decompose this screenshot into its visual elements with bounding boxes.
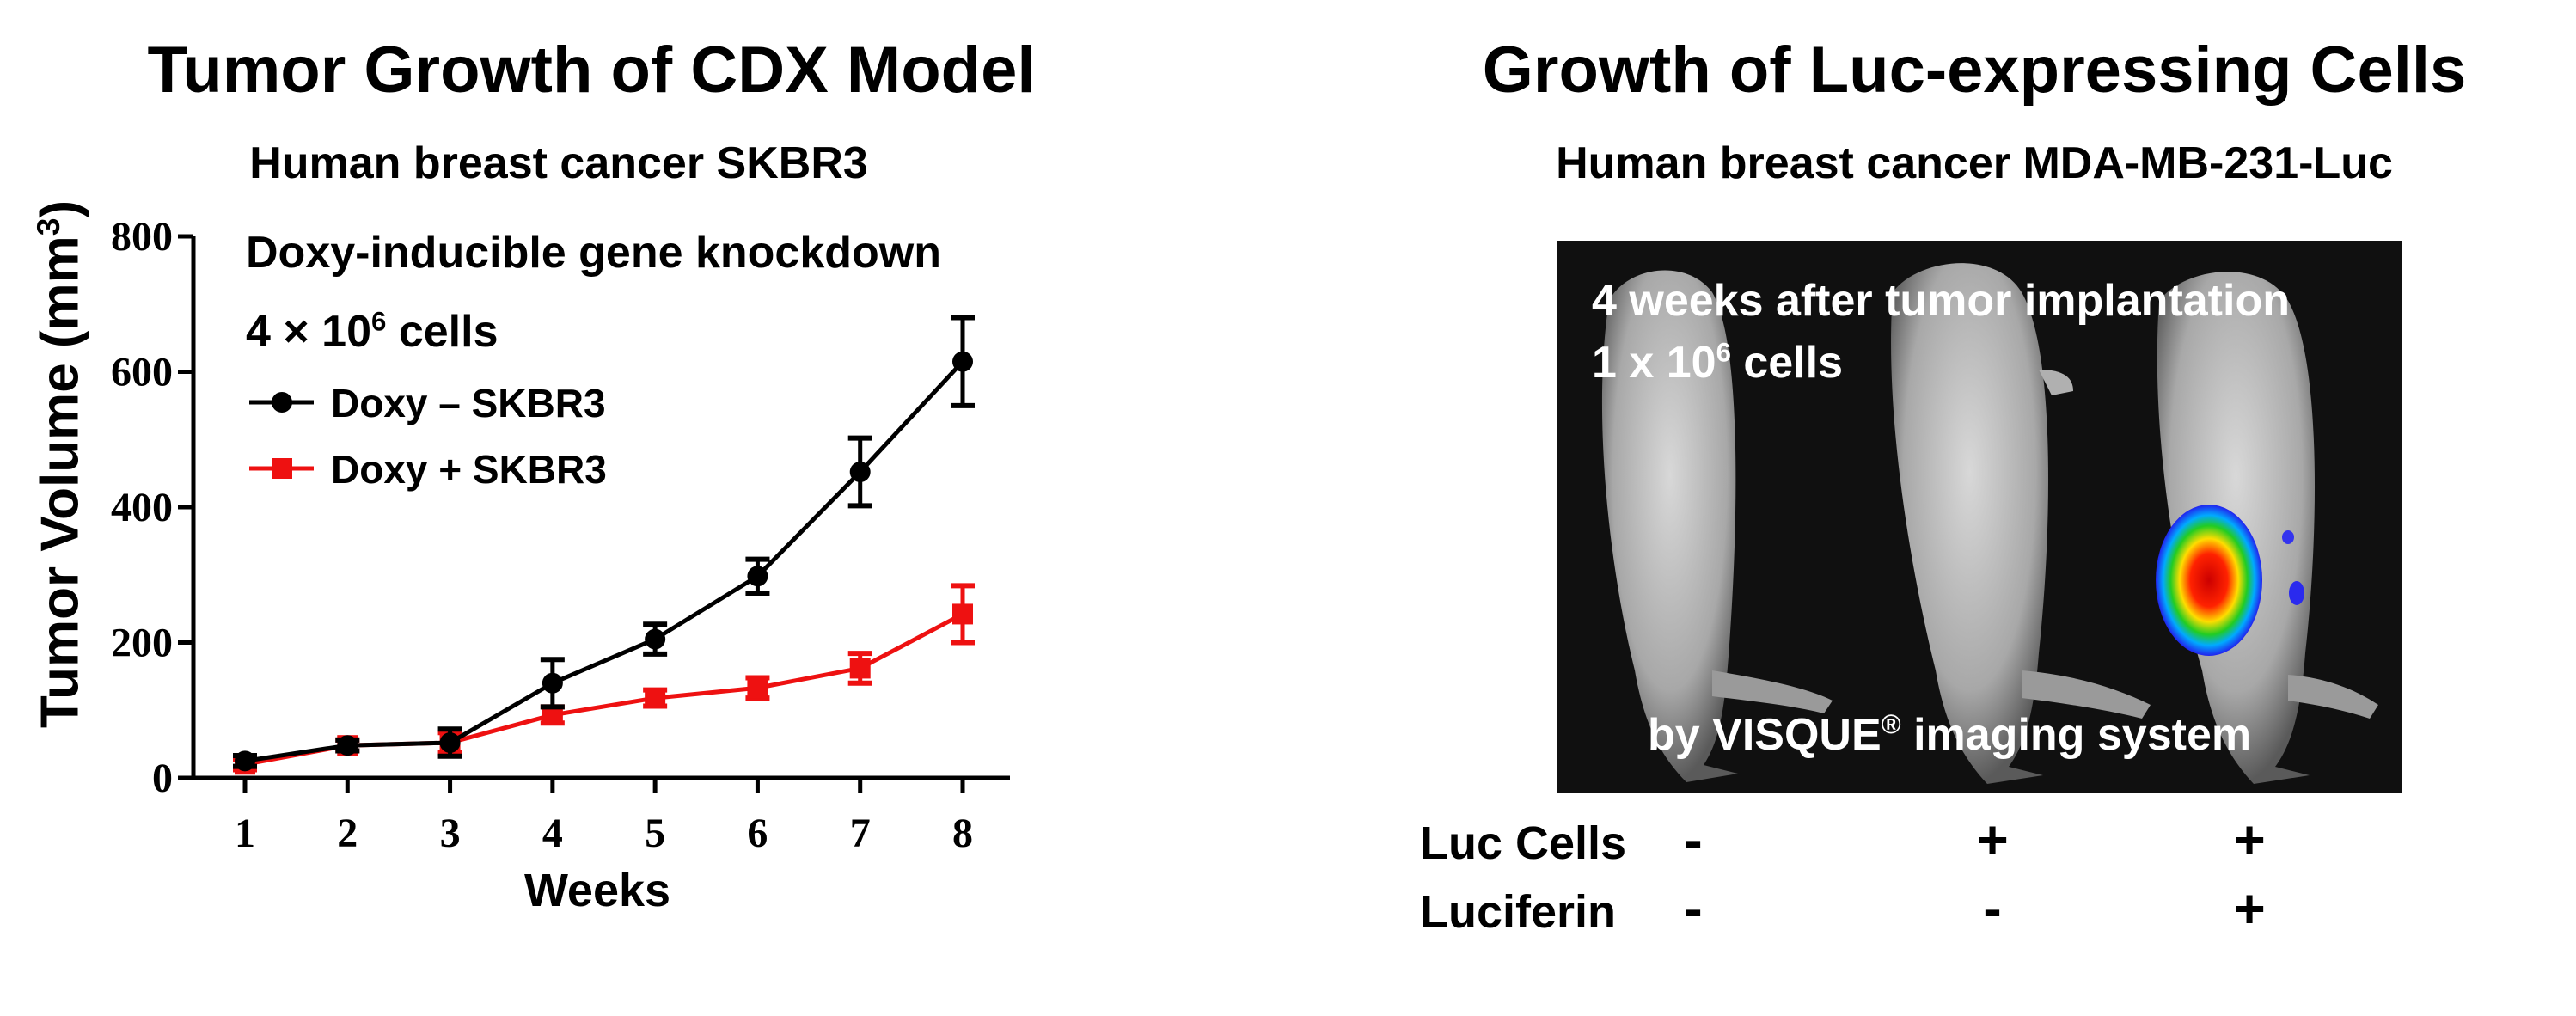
legend-marker-0: [272, 392, 292, 413]
y-axis-title: Tumor Volume (mm3): [30, 200, 91, 728]
image-caption-cells: 1 x 106 cells: [1592, 337, 1843, 389]
chart-axes: 0 200 400 600 800 1 2 3 4 5 6 7 8: [111, 214, 1010, 856]
y-axis-title-superscript: 3: [29, 217, 66, 236]
left-chart-subtitle: Human breast cancer SKBR3: [249, 138, 868, 188]
y-tick-label-800: 800: [111, 214, 173, 260]
y-tick-label-200: 200: [111, 621, 173, 666]
chart-series-layer: [233, 315, 975, 775]
image-caption-time: 4 weeks after tumor implantation: [1592, 276, 2290, 326]
x-tick-label-2: 2: [337, 811, 358, 856]
point-0-1: [337, 735, 358, 756]
luminescence-spot-top: [2282, 530, 2294, 544]
point-0-5: [747, 566, 768, 587]
image-system-superscript: ®: [1881, 709, 1901, 740]
x-tick-label-5: 5: [645, 811, 665, 856]
point-1-7: [952, 603, 973, 625]
legend-label-1: Doxy + SKBR3: [331, 447, 607, 492]
image-cells-suffix: cells: [1730, 338, 1844, 388]
cell-count-suffix: cells: [386, 307, 499, 357]
point-0-6: [849, 462, 871, 483]
mouse-3-leg: [2288, 675, 2378, 719]
mouse-1: [1601, 270, 1738, 782]
cell-count-prefix: 4 × 10: [246, 307, 372, 357]
x-tick-label-7: 7: [850, 811, 871, 856]
cell-count-superscript: 6: [371, 306, 387, 337]
point-1-4: [645, 688, 666, 709]
legend-marker-1: [272, 458, 292, 479]
mouse-2-leg: [2022, 670, 2151, 719]
y-axis-title-text: Tumor Volume (mm: [30, 236, 90, 729]
y-tick-label-400: 400: [111, 485, 173, 530]
image-system-prefix: by VISQUE: [1648, 710, 1882, 760]
point-1-6: [849, 658, 871, 679]
row-label-luc-cells: Luc Cells: [1420, 817, 1627, 869]
tumor-growth-chart: 0 200 400 600 800 1 2 3 4 5 6 7 8 Doxy – SKBR3 Doxy +…: [111, 214, 1010, 856]
x-tick-label-4: 4: [542, 811, 563, 856]
x-tick-label-3: 3: [440, 811, 461, 856]
image-cells-superscript: 6: [1716, 337, 1731, 368]
bioluminescence-image: 4 weeks after tumor implantation 1 x 106…: [1557, 241, 2402, 793]
image-caption-system: by VISQUE® imaging system: [1648, 709, 2251, 761]
series-line-0: [244, 359, 964, 763]
point-0-3: [542, 672, 563, 694]
chart-annotation-knockdown: Doxy-inducible gene knockdown: [246, 228, 941, 278]
series-0: [233, 315, 975, 772]
chart-legend: Doxy – SKBR3 Doxy + SKBR3: [249, 381, 607, 492]
sign-luciferin-mouse-1: -: [1684, 878, 1703, 939]
image-cells-prefix: 1 x 10: [1592, 338, 1716, 388]
point-0-7: [952, 351, 973, 372]
mouse-2: [1891, 263, 2049, 784]
luminescence-signal: [2156, 505, 2262, 656]
right-panel-title: Growth of Luc-expressing Cells: [1482, 34, 2467, 107]
mice-illustration: [1601, 263, 2378, 784]
mouse-2-forelimb: [2039, 370, 2073, 395]
y-tick-label-600: 600: [111, 350, 173, 395]
y-axis-title-close: ): [30, 199, 90, 218]
y-tick-label-0: 0: [152, 756, 173, 801]
point-0-0: [235, 750, 255, 772]
legend-label-0: Doxy – SKBR3: [331, 381, 606, 425]
sign-luc-cells-mouse-2: +: [1976, 809, 2009, 871]
mouse-1-leg: [1712, 670, 1833, 713]
point-1-5: [747, 677, 768, 699]
point-0-4: [645, 628, 666, 650]
sign-luciferin-mouse-3: +: [2233, 878, 2266, 939]
sign-luciferin-mouse-2: -: [1983, 878, 2002, 939]
left-chart-title: Tumor Growth of CDX Model: [147, 34, 1036, 107]
x-tick-label-8: 8: [952, 811, 973, 856]
point-0-2: [439, 732, 461, 754]
luminescence-spot-small: [2289, 581, 2304, 605]
sign-luc-cells-mouse-1: -: [1684, 809, 1703, 871]
x-tick-label-6: 6: [747, 811, 768, 856]
image-system-suffix: imaging system: [1900, 710, 2252, 760]
chart-annotation-cell-count: 4 × 106 cells: [246, 306, 499, 358]
right-panel-subtitle: Human breast cancer MDA-MB-231-Luc: [1556, 138, 2393, 188]
x-axis-title: Weeks: [523, 865, 671, 916]
row-label-luciferin: Luciferin: [1420, 886, 1617, 938]
x-tick-label-1: 1: [235, 811, 255, 856]
sign-luc-cells-mouse-3: +: [2233, 809, 2266, 871]
